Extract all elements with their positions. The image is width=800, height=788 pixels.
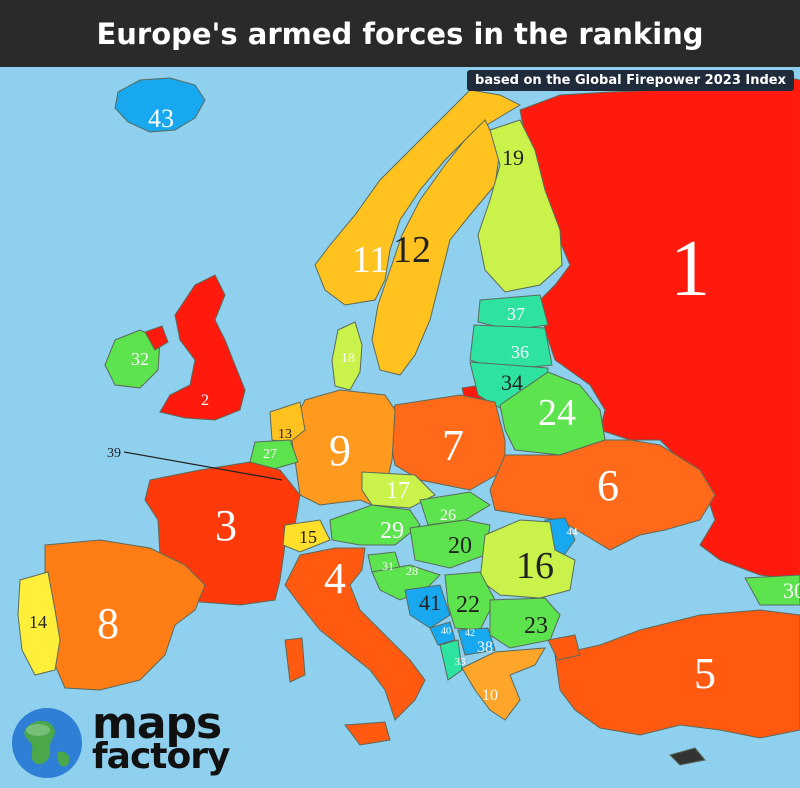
- region-czechia: [361, 471, 436, 509]
- globe-icon: [12, 708, 82, 778]
- region-bosnia: [404, 584, 451, 629]
- rank-label-belarus: 24: [538, 392, 576, 434]
- rank-label-poland: 7: [442, 421, 464, 470]
- rank-label-ukraine: 6: [597, 461, 619, 510]
- region-north-macedonia: [457, 627, 496, 656]
- region-belgium: [249, 439, 299, 471]
- rank-label-serbia: 22: [456, 592, 480, 618]
- region-romania: [479, 519, 576, 599]
- rank-label-romania: 16: [516, 545, 554, 587]
- rank-label-france: 3: [215, 501, 237, 550]
- map-title: Europe's armed forces in the ranking: [0, 0, 800, 67]
- rank-label-czechia: 17: [386, 478, 410, 504]
- logo-text-maps: maps: [92, 698, 222, 749]
- region-greece: [461, 647, 546, 721]
- region-united-kingdom: [159, 274, 246, 421]
- rank-label-italy: 4: [324, 554, 346, 603]
- logo-text-factory: factory: [92, 736, 230, 777]
- luxembourg-pointer: [123, 451, 283, 481]
- rank-label-turkey: 5: [694, 649, 716, 698]
- brand-logo: maps factory: [10, 698, 250, 782]
- rank-label-north-macedonia: 38: [477, 639, 493, 656]
- rank-label-bosnia: 41: [419, 590, 441, 615]
- rank-label-switzerland: 15: [299, 527, 317, 547]
- rank-label-russia: 1: [670, 225, 710, 313]
- rank-label-luxembourg: 39: [107, 446, 121, 461]
- rank-label-germany: 9: [329, 426, 351, 475]
- region-italy: [284, 547, 426, 721]
- rank-label-sweden: 12: [393, 229, 431, 271]
- region-ireland: [104, 329, 161, 389]
- rank-label-iceland: 43: [148, 104, 174, 133]
- region-austria: [329, 504, 421, 546]
- rank-label-belgium: 27: [263, 447, 277, 462]
- rank-label-netherlands: 13: [278, 427, 292, 442]
- region-sardinia: [284, 637, 306, 683]
- region-turkey: [554, 609, 800, 739]
- region-cyprus: [669, 747, 706, 766]
- region-slovakia: [419, 491, 491, 526]
- region-montenegro: [429, 621, 456, 646]
- rank-label-uk: 2: [201, 392, 209, 409]
- rank-label-slovenia: 31: [382, 559, 394, 573]
- rank-label-spain: 8: [97, 599, 119, 648]
- rank-label-montenegro: 40: [441, 626, 451, 637]
- rank-label-bulgaria: 23: [524, 613, 548, 639]
- region-portugal: [17, 571, 61, 676]
- rank-label-norway: 11: [352, 239, 389, 281]
- rank-label-portugal: 14: [29, 612, 47, 632]
- region-ukraine: [489, 439, 716, 551]
- rank-label-croatia: 28: [406, 564, 418, 578]
- rank-label-slovakia: 26: [440, 507, 456, 524]
- europe-map: 1 2 3 4 5 6 7 8 9 10 11 12 13 14 15 16 1…: [0, 67, 800, 788]
- region-sweden: [371, 119, 501, 376]
- rank-label-georgia: 30: [783, 578, 800, 603]
- map-subtitle: based on the Global Firepower 2023 Index: [467, 70, 794, 91]
- rank-label-estonia: 37: [507, 304, 525, 324]
- rank-label-finland: 19: [502, 145, 524, 170]
- rank-label-denmark: 18: [341, 351, 355, 366]
- region-turkey-thrace: [547, 634, 581, 661]
- rank-label-lithuania: 34: [501, 370, 523, 395]
- region-georgia: [744, 574, 800, 606]
- region-northern-ireland: [144, 325, 169, 351]
- rank-label-austria: 29: [380, 518, 404, 544]
- rank-label-hungary: 20: [448, 533, 472, 559]
- rank-label-greece: 10: [482, 687, 498, 704]
- region-iceland: [114, 77, 206, 133]
- rank-label-moldova: 44: [567, 526, 579, 538]
- region-finland: [477, 119, 563, 293]
- rank-labels: 1 2 3 4 5 6 7 8 9 10 11 12 13 14 15 16 1…: [29, 104, 800, 704]
- rank-label-ireland: 32: [131, 349, 149, 369]
- region-albania: [439, 639, 463, 681]
- rank-label-kosovo: 42: [465, 628, 475, 639]
- region-switzerland: [282, 519, 331, 553]
- region-denmark: [331, 321, 363, 391]
- rank-label-albania: 33: [455, 656, 467, 668]
- region-norway: [314, 89, 522, 306]
- rank-label-latvia: 36: [511, 342, 529, 362]
- region-sicily: [344, 721, 391, 746]
- region-netherlands: [269, 401, 306, 443]
